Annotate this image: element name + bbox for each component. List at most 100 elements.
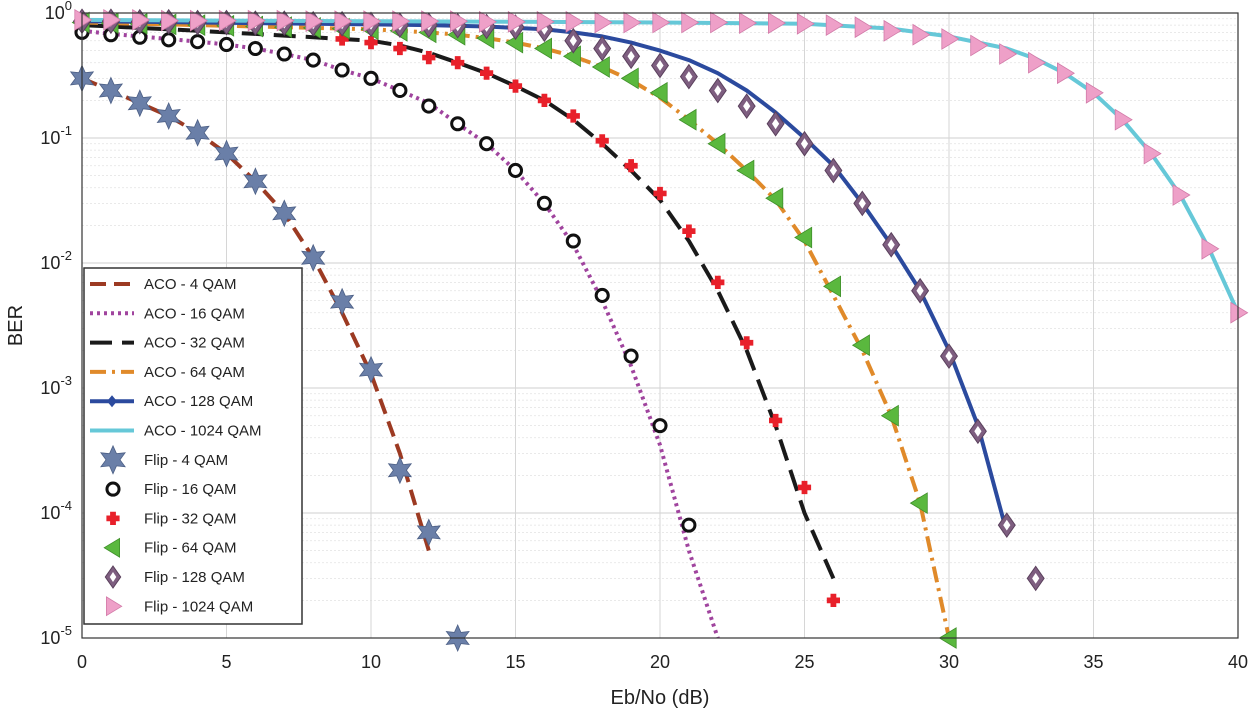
data-point-marker	[534, 37, 552, 60]
marker-diamond-inner	[945, 350, 953, 362]
y-tick-labels: 100 10-1 10-2 10-3 10-4 10-5	[40, 0, 72, 648]
data-point-marker	[276, 46, 292, 62]
legend-entry: ACO - 16 QAM	[90, 305, 245, 322]
y-tick-label: 10-3	[40, 373, 72, 398]
data-point-marker	[736, 159, 755, 182]
y-tick-label: 10-4	[40, 498, 72, 523]
data-point-marker	[507, 10, 526, 33]
data-point-marker	[507, 162, 524, 179]
y-tick-label: 10-1	[40, 123, 72, 148]
data-point-marker	[682, 224, 696, 238]
data-point-marker	[566, 109, 580, 123]
legend-label: ACO - 128 QAM	[144, 393, 253, 410]
legend-entry: ACO - 1024 QAM	[90, 423, 262, 440]
data-point-marker	[74, 8, 93, 31]
data-point-marker	[941, 28, 960, 50]
plot-frame	[81, 12, 1239, 639]
x-tick-label: 25	[794, 652, 814, 672]
marker-diamond-inner	[569, 35, 577, 47]
y-tick-label: 10-5	[40, 623, 72, 648]
data-point-marker	[797, 480, 812, 495]
data-point-marker	[1114, 108, 1133, 131]
marker-diamond-inner	[714, 85, 722, 96]
data-point-marker	[393, 41, 407, 56]
data-point-marker	[161, 9, 180, 32]
data-point-marker	[912, 23, 931, 46]
series-markers	[335, 32, 840, 607]
data-point-marker	[711, 275, 725, 289]
legend-label: ACO - 64 QAM	[144, 364, 245, 381]
data-point-marker	[1201, 237, 1220, 260]
data-point-marker	[190, 34, 206, 50]
data-point-marker	[739, 12, 758, 35]
y-tick-label: 100	[45, 0, 72, 23]
marker-diamond-inner	[829, 165, 837, 176]
data-point-marker	[480, 66, 494, 80]
data-point-marker	[537, 93, 551, 107]
data-point-marker	[247, 9, 266, 32]
data-point-marker	[851, 334, 870, 357]
data-point-marker	[999, 43, 1018, 65]
legend-entry: ACO - 128 QAM	[90, 393, 253, 410]
x-tick-labels: 0 5 10 15 20 25 30 35 40	[77, 652, 1248, 672]
data-point-marker	[796, 12, 815, 35]
marker-diamond-inner	[858, 198, 866, 209]
data-point-marker	[909, 492, 928, 515]
data-point-marker	[765, 187, 784, 210]
marker-diamond-inner	[974, 425, 982, 437]
data-point-marker	[623, 348, 639, 364]
data-point-marker	[1028, 51, 1047, 74]
data-point-marker	[970, 34, 989, 57]
marker-diamond-inner	[656, 60, 664, 71]
data-point-marker	[363, 10, 382, 33]
legend-entry: ACO - 64 QAM	[90, 364, 245, 381]
legend-label: Flip - 64 QAM	[144, 540, 237, 557]
legend-label: Flip - 128 QAM	[144, 569, 245, 586]
data-point-marker	[392, 82, 408, 99]
data-point-marker	[1143, 142, 1162, 165]
marker-diamond-inner	[887, 239, 895, 251]
y-axis-label: BER	[5, 305, 27, 346]
series-line-path	[81, 28, 720, 639]
legend-label: ACO - 4 QAM	[144, 276, 237, 293]
data-point-marker	[591, 56, 610, 78]
marker-diamond-inner	[1003, 519, 1011, 531]
data-point-marker	[301, 243, 326, 272]
legend-entry: Flip - 32 QAM	[106, 510, 237, 527]
data-point-marker	[103, 8, 122, 31]
x-tick-label: 40	[1228, 652, 1248, 672]
series-markers	[74, 24, 697, 533]
series-line	[81, 23, 836, 580]
data-point-marker	[678, 108, 697, 131]
data-point-marker	[536, 195, 552, 211]
legend-label: ACO - 16 QAM	[144, 305, 245, 322]
data-point-marker	[106, 596, 123, 617]
data-point-marker	[218, 9, 237, 32]
data-point-marker	[794, 226, 813, 249]
data-point-marker	[189, 9, 208, 32]
data-point-marker	[594, 11, 613, 34]
legend-label: ACO - 1024 QAM	[144, 423, 262, 440]
data-point-marker	[536, 10, 555, 33]
data-point-marker	[478, 10, 497, 33]
data-point-marker	[883, 19, 902, 42]
legend-entry: Flip - 64 QAM	[103, 537, 237, 558]
data-point-marker	[103, 537, 120, 558]
series-line-path	[81, 23, 836, 580]
data-point-marker	[652, 418, 668, 434]
data-point-marker	[681, 11, 700, 34]
legend-box	[83, 267, 303, 625]
legend-label: ACO - 32 QAM	[144, 335, 245, 352]
data-point-marker	[768, 12, 786, 35]
data-point-marker	[854, 16, 873, 39]
legend-entry: Flip - 128 QAM	[104, 565, 245, 589]
data-point-marker	[1172, 184, 1191, 206]
data-point-marker	[421, 10, 440, 33]
legend-entry: ACO - 32 QAM	[90, 335, 245, 352]
legend-entry: ACO - 4 QAM	[90, 276, 237, 293]
data-point-marker	[243, 167, 268, 196]
data-point-marker	[358, 355, 384, 384]
data-point-marker	[479, 136, 495, 152]
data-point-marker	[329, 287, 355, 316]
